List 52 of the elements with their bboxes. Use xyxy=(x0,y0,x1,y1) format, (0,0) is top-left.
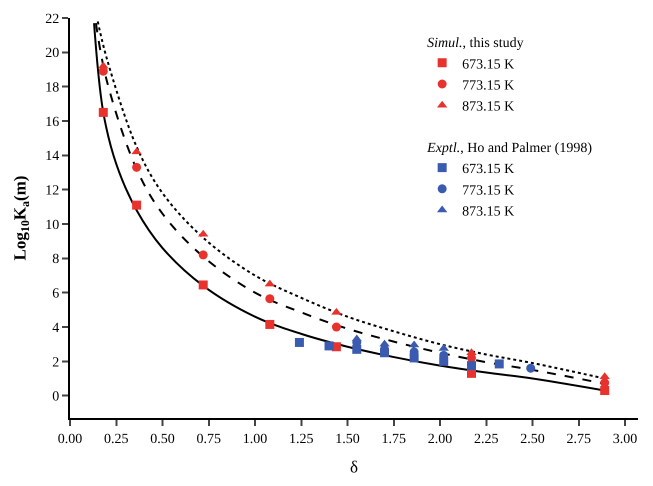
legend-label: 773.15 K xyxy=(462,78,514,94)
legend-label: 873.15 K xyxy=(462,100,514,115)
point xyxy=(600,386,610,396)
x-tick-label: 1.00 xyxy=(242,432,268,447)
x-tick-label: 0.50 xyxy=(150,432,175,447)
x-tick-label: 0.00 xyxy=(58,432,82,447)
y-tick-label: 14 xyxy=(45,149,60,164)
point xyxy=(198,250,208,260)
annotation: Exptl., Ho and Palmer (1998) xyxy=(426,140,592,156)
point xyxy=(466,361,476,370)
y-tick-label: 0 xyxy=(52,390,60,405)
x-tick-label: 1.25 xyxy=(289,432,314,447)
y-tick-label: 16 xyxy=(45,114,60,130)
y-tick-label: 22 xyxy=(45,12,60,27)
y-tick-label: 20 xyxy=(45,46,60,62)
point xyxy=(332,322,341,332)
y-tick-label: 2 xyxy=(52,355,60,370)
y-tick-label: 10 xyxy=(45,218,60,233)
point xyxy=(265,294,274,304)
point xyxy=(198,230,208,237)
y-tick-label: 8 xyxy=(52,252,60,268)
point xyxy=(324,341,334,350)
y-tick-label: 12 xyxy=(45,184,60,199)
point xyxy=(526,364,536,373)
x-tick-label: 1.75 xyxy=(382,432,406,447)
point xyxy=(494,359,504,368)
point xyxy=(294,338,304,347)
x-tick-label: 0.25 xyxy=(104,432,128,447)
x-tick-label: 3.00 xyxy=(612,432,638,447)
legend-label: 873.15 K xyxy=(462,204,514,220)
x-tick-label: 0.75 xyxy=(196,432,222,447)
point xyxy=(198,280,208,290)
y-tick-label: 18 xyxy=(45,80,60,96)
point xyxy=(265,320,274,329)
x-tick-label: 2.00 xyxy=(428,432,452,447)
x-tick-label: 2.50 xyxy=(520,432,545,447)
point xyxy=(132,200,142,210)
x-tick-label: 1.50 xyxy=(335,432,360,447)
point xyxy=(132,162,142,172)
point xyxy=(600,378,610,388)
point xyxy=(98,108,108,117)
y-tick-label: 6 xyxy=(52,286,60,302)
x-tick-label: 2.75 xyxy=(566,432,592,447)
legend-label: 673.15 K xyxy=(462,57,514,72)
y-tick-label: 4 xyxy=(52,320,60,336)
point xyxy=(600,372,610,380)
legend-label: 673.15 K xyxy=(462,162,514,178)
legend-label: 773.15 K xyxy=(462,183,514,198)
x-tick-label: 2.25 xyxy=(474,432,499,447)
point xyxy=(438,344,449,351)
annotation: Simul., this study xyxy=(427,36,524,52)
x-axis-title: δ xyxy=(350,458,358,477)
